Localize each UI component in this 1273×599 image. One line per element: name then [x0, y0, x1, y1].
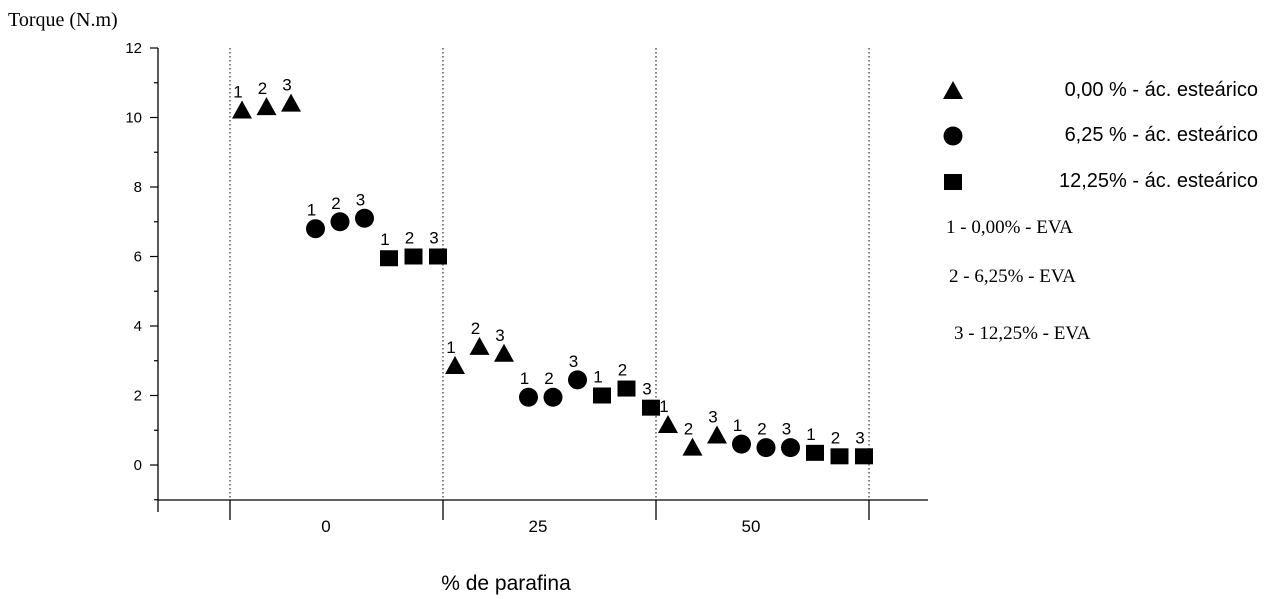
data-point-label: 1 [446, 338, 455, 357]
y-axis-title: Torque (N.m) [8, 9, 118, 31]
legend-series-label: 0,00 % - ác. esteárico [1065, 79, 1258, 101]
data-point-circle [781, 438, 800, 458]
data-point-label: 1 [593, 368, 602, 387]
y-tick-label: 8 [134, 179, 142, 196]
data-point-circle [543, 387, 563, 407]
data-point-label: 3 [569, 352, 578, 371]
data-point-label: 2 [471, 319, 480, 338]
y-tick-label: 12 [125, 40, 142, 57]
legend-series-label: 6,25 % - ác. esteárico [1065, 124, 1258, 146]
legend-note: 2 - 6,25% - EVA [949, 266, 1076, 287]
legend-series-label: 12,25% - ác. esteárico [1059, 170, 1258, 192]
data-point-triangle [445, 355, 465, 374]
data-point-triangle [494, 343, 514, 362]
legend-note: 1 - 0,00% - EVA [946, 217, 1073, 238]
data-point-circle [568, 370, 587, 390]
data-point-label: 1 [806, 425, 815, 444]
data-point-square [404, 248, 423, 265]
data-point-label: 2 [757, 420, 766, 439]
data-point-label: 1 [659, 397, 668, 416]
data-point-square [642, 399, 660, 416]
data-point-triangle [682, 437, 703, 456]
data-point-triangle [232, 100, 252, 119]
data-point-label: 1 [733, 416, 742, 435]
data-point-circle [306, 219, 325, 239]
data-point-label: 3 [642, 380, 651, 399]
data-point-square [380, 250, 398, 267]
data-point-label: 2 [831, 428, 840, 447]
data-point-triangle [707, 425, 727, 444]
x-group-label: 0 [321, 517, 330, 536]
data-point-triangle [256, 97, 277, 116]
data-point-square [830, 448, 849, 465]
data-point-label: 3 [356, 190, 365, 209]
data-point-label: 2 [618, 361, 627, 380]
legend-marker-square [944, 174, 962, 190]
data-point-square [593, 387, 611, 404]
data-point-label: 2 [258, 79, 267, 98]
data-point-label: 3 [282, 76, 291, 95]
data-point-triangle [469, 336, 490, 355]
data-point-label: 1 [307, 201, 316, 220]
data-point-label: 2 [405, 229, 414, 248]
data-point-circle [519, 387, 538, 407]
x-axis-title: % de parafina [441, 572, 571, 595]
data-point-label: 2 [684, 420, 693, 439]
data-point-square [855, 448, 873, 465]
x-group-label: 50 [742, 517, 761, 536]
data-point-label: 2 [331, 194, 340, 213]
y-tick-label: 2 [134, 388, 142, 405]
data-point-label: 1 [520, 369, 529, 388]
data-point-label: 1 [380, 230, 389, 249]
data-point-label: 1 [233, 83, 242, 102]
data-point-square [429, 248, 447, 265]
data-point-circle [355, 208, 374, 228]
legend-note: 3 - 12,25% - EVA [954, 323, 1091, 344]
data-point-label: 3 [708, 407, 717, 426]
data-point-label: 3 [495, 326, 504, 345]
data-point-label: 3 [855, 428, 864, 447]
data-point-square [806, 444, 824, 461]
y-tick-label: 0 [134, 457, 142, 474]
y-tick-label: 6 [134, 249, 142, 266]
data-point-label: 2 [544, 369, 553, 388]
grid-lines [229, 48, 870, 500]
legend-marker-circle [943, 126, 963, 146]
data-point-label: 3 [782, 420, 791, 439]
data-point-square [617, 380, 636, 397]
legend-marker-triangle [943, 81, 963, 99]
y-tick-label: 10 [125, 110, 142, 127]
y-tick-label: 4 [134, 318, 142, 335]
x-group-label: 25 [529, 517, 548, 536]
data-point-circle [330, 212, 350, 232]
data-point-circle [756, 438, 776, 458]
data-point-triangle [281, 93, 301, 112]
data-point-triangle [658, 415, 678, 434]
legend: 0,00 % - ác. esteárico 6,25 % - ác. esteá… [943, 79, 1258, 344]
data-point-circle [732, 434, 751, 454]
data-point-label: 3 [429, 229, 438, 248]
